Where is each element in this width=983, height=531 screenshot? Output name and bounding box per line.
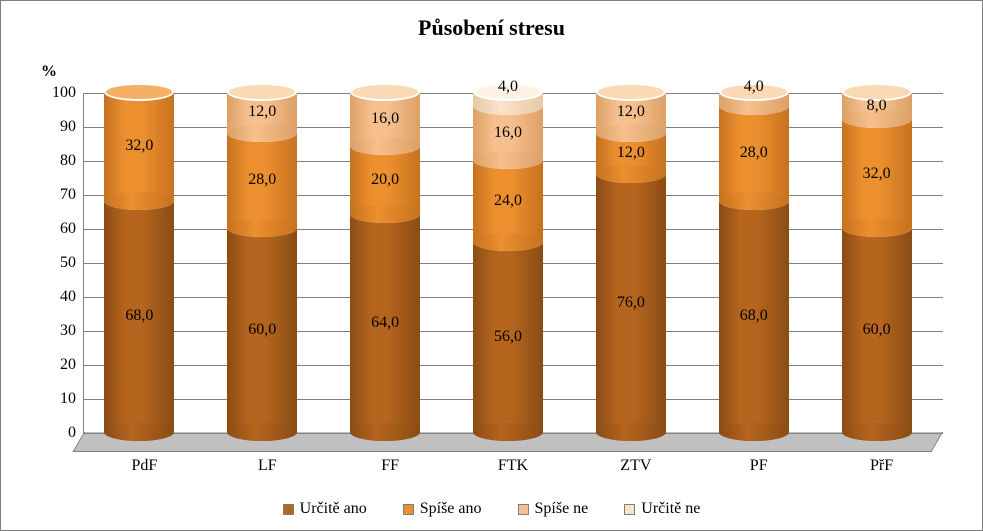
x-axis-label: PdF [132,457,158,475]
bar-segment-base [596,423,666,441]
bar-segment: 16,0 [350,92,420,146]
bar-segment-body [227,133,297,228]
legend-swatch [283,504,294,515]
bar-LF: 60,028,012,0 [227,92,297,432]
y-tick-label: 80 [60,152,84,170]
x-axis-labels: PdF LF FF FTK ZTV PF PřF [83,457,943,481]
bar-ZTV: 76,012,012,0 [596,92,666,432]
legend: Určitě ano Spíše ano Spíše ne Určitě ne [1,500,982,518]
bar-segment-cap [104,83,174,101]
legend-swatch [624,504,635,515]
bar-segment-base [227,423,297,441]
bar-segment-body [719,201,789,432]
bar-segment-base [473,233,543,251]
y-tick-label: 0 [68,424,84,442]
legend-label: Spíše ano [420,500,482,518]
bar-segment-body [842,119,912,228]
legend-label: Určitě ne [641,500,700,518]
y-tick-label: 90 [60,118,84,136]
bar-segment-body [842,228,912,432]
bar-segment: 24,0 [473,160,543,242]
bar-segment-base [104,423,174,441]
bar-segment-cap [596,83,666,101]
y-tick-label: 40 [60,288,84,306]
bar-segment: 76,0 [596,174,666,432]
bar-segment: 20,0 [350,146,420,214]
bar-segment-base [719,423,789,441]
bar-segment-base [842,110,912,128]
bar-segment: 4,0 [719,92,789,106]
bar-segment-body [104,92,174,201]
bar-segment: 28,0 [719,106,789,201]
chart-title: Působení stresu [1,15,982,41]
bar-segment-base [350,423,420,441]
bar-segment-base [227,219,297,237]
bar-PdF: 68,032,0 [104,92,174,432]
bar-segment: 12,0 [227,92,297,133]
y-tick-label: 60 [60,220,84,238]
bar-segment: 8,0 [842,92,912,119]
bar-segment-body [719,106,789,201]
bar-segment-cap [350,83,420,101]
bar-segment-body [473,242,543,432]
y-tick-label: 20 [60,356,84,374]
bar-segment-body [350,214,420,432]
bar-segment-cap [227,83,297,101]
bar-segment-base [473,423,543,441]
bar-segment-base [842,423,912,441]
bar-segment: 12,0 [596,92,666,133]
y-tick-label: 30 [60,322,84,340]
bar-segment: 28,0 [227,133,297,228]
bar-segment-base [473,151,543,169]
bar-segment-base [104,192,174,210]
bar-segment-base [842,219,912,237]
legend-item: Spíše ano [403,500,482,518]
x-axis-label: FTK [498,457,528,475]
x-axis-label: PF [750,457,768,475]
bar-segment-cap [719,83,789,101]
bar-segment-body [596,174,666,432]
x-axis-label: ZTV [620,457,651,475]
plot-area: 010203040506070809010068,032,060,028,012… [83,93,943,433]
bar-FTK: 56,024,016,04,0 [473,92,543,432]
y-tick-label: 10 [60,390,84,408]
bar-segment: 60,0 [227,228,297,432]
bar-segment: 64,0 [350,214,420,432]
bar-segment-body [104,201,174,432]
bar-segment: 68,0 [719,201,789,432]
bar-segment-base [596,124,666,142]
legend-label: Spíše ne [535,500,589,518]
legend-swatch [403,504,414,515]
bar-segment-cap [842,83,912,101]
bar-segment-base [719,192,789,210]
x-axis-label: PřF [870,457,893,475]
bar-FF: 64,020,016,0 [350,92,420,432]
legend-swatch [518,504,529,515]
bar-segment-cap [473,83,543,101]
bar-PF: 68,028,04,0 [719,92,789,432]
bar-segment: 32,0 [104,92,174,201]
bar-segment: 32,0 [842,119,912,228]
legend-item: Určitě ne [624,500,700,518]
bar-segment-body [473,160,543,242]
x-axis-label: FF [381,457,399,475]
bar-segment-body [350,146,420,214]
bar-segment-base [596,165,666,183]
bar-segment: 56,0 [473,242,543,432]
x-axis-label: LF [258,457,277,475]
legend-label: Určitě ano [300,500,367,518]
y-tick-label: 70 [60,186,84,204]
legend-item: Určitě ano [283,500,367,518]
bar-segment-body [227,228,297,432]
y-axis-unit: % [41,63,57,81]
y-tick-label: 100 [52,84,84,102]
legend-item: Spíše ne [518,500,589,518]
bar-segment: 68,0 [104,201,174,432]
bar-segment-base [227,124,297,142]
chart-container: Působení stresu % 0 10 20 30 40 50 60 70 80 90 100… [0,0,983,531]
bar-segment: 4,0 [473,92,543,106]
bar-PřF: 60,032,08,0 [842,92,912,432]
y-tick-label: 50 [60,254,84,272]
bar-segment: 60,0 [842,228,912,432]
